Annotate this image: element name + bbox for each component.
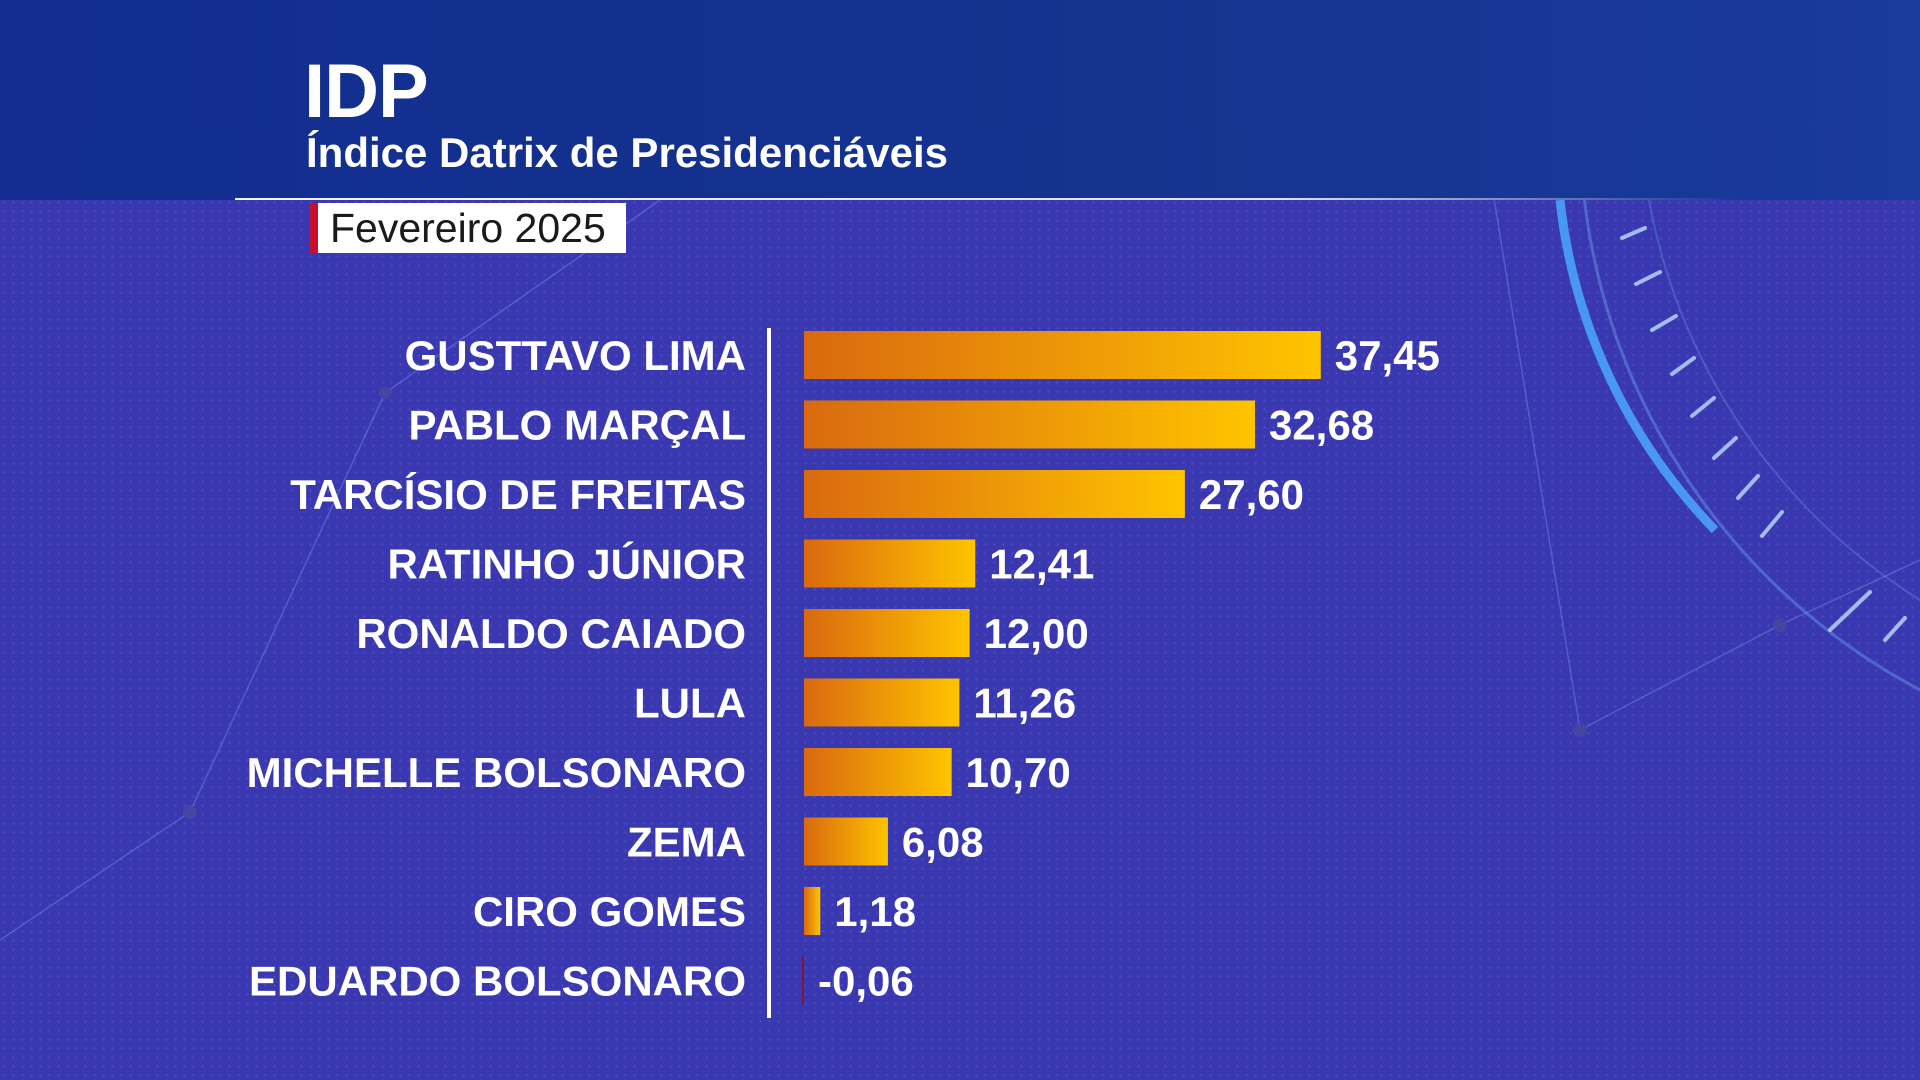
value-label: 32,68 bbox=[1269, 402, 1374, 449]
chart-subtitle: Índice Datrix de Presidenciáveis bbox=[306, 129, 948, 176]
bar bbox=[804, 539, 976, 588]
value-label: 12,41 bbox=[989, 541, 1094, 588]
bar bbox=[804, 331, 1321, 379]
value-label: 11,26 bbox=[973, 680, 1076, 727]
header-divider bbox=[235, 198, 1735, 200]
value-label: 10,70 bbox=[966, 749, 1071, 796]
bar bbox=[804, 400, 1255, 449]
bar bbox=[802, 956, 804, 1005]
bar bbox=[804, 817, 888, 866]
date-tag-text: Fevereiro 2025 bbox=[330, 205, 606, 251]
bar bbox=[804, 609, 970, 657]
category-label: RONALDO CAIADO bbox=[356, 610, 746, 657]
value-label: 12,00 bbox=[984, 610, 1089, 657]
category-label: GUSTTAVO LIMA bbox=[405, 332, 746, 379]
bar bbox=[804, 887, 821, 935]
value-label: 27,60 bbox=[1199, 471, 1304, 518]
bar bbox=[804, 678, 960, 727]
chart-title: IDP bbox=[304, 49, 429, 134]
category-label: ZEMA bbox=[627, 819, 746, 866]
date-tag: Fevereiro 2025 bbox=[309, 203, 626, 253]
value-label: 37,45 bbox=[1335, 332, 1440, 379]
category-label: MICHELLE BOLSONARO bbox=[247, 749, 746, 796]
category-label: RATINHO JÚNIOR bbox=[387, 540, 746, 588]
category-label: CIRO GOMES bbox=[473, 888, 746, 935]
bar bbox=[804, 748, 952, 796]
value-label: 6,08 bbox=[902, 819, 984, 866]
category-label: LULA bbox=[634, 680, 746, 727]
value-label: -0,06 bbox=[818, 958, 914, 1005]
category-label: TARCÍSIO DE FREITAS bbox=[290, 471, 746, 518]
value-label: 1,18 bbox=[834, 888, 916, 935]
bar bbox=[804, 470, 1185, 518]
bars-layer: GUSTTAVO LIMA 37,45 PABLO MARÇAL 32,68 TARCÍ… bbox=[247, 331, 1440, 1005]
category-label: PABLO MARÇAL bbox=[408, 402, 746, 449]
category-label: EDUARDO BOLSONARO bbox=[249, 958, 746, 1005]
header-band bbox=[0, 0, 1920, 200]
